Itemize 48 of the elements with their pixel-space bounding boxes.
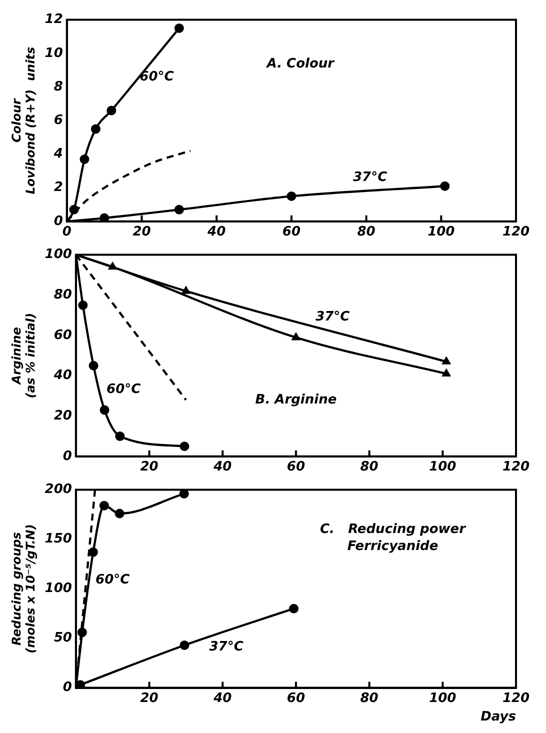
y-tick-label: 2: [54, 180, 63, 196]
y-tick-label: 20: [54, 408, 72, 424]
series-label: 37°C: [352, 170, 388, 186]
y-axis-title: Arginine (as % initial): [9, 312, 38, 398]
x-tick-label: 80: [357, 224, 376, 240]
y-tick-label: 12: [44, 12, 63, 28]
y-axis-title: Colour Lovibond (R+Y) units: [9, 46, 38, 194]
x-tick-label: 60: [286, 690, 306, 706]
y-tick-label: 200: [44, 482, 72, 498]
series-label: 60°C: [106, 382, 142, 398]
y-tick-label: 40: [52, 368, 72, 384]
x-tick-label: 40: [212, 460, 232, 475]
x-tick-label: 120: [502, 460, 530, 475]
series-label: 37°C: [316, 310, 350, 325]
x-tick-label: 60: [286, 460, 306, 475]
y-tick-label: 0: [62, 448, 72, 464]
y-tick-label: 100: [44, 247, 72, 262]
x-tick-label: 100: [429, 690, 456, 706]
x-tick-label: 100: [428, 224, 455, 240]
y-axis-title: Reducing groups (moles x 10⁻⁵/gT.N): [9, 524, 38, 654]
x-tick-label: 100: [429, 460, 456, 475]
y-tick-label: 10: [44, 46, 63, 61]
y-tick-label: 60: [54, 328, 72, 343]
y-tick-label: 6: [54, 112, 63, 128]
text: C. Reducing power Ferricyanide: [320, 522, 468, 554]
text: A. Colour: [266, 56, 336, 72]
y-tick-label: 4: [52, 146, 63, 162]
y-tick-label: 0: [54, 214, 63, 229]
y-tick-label: 50: [54, 630, 72, 646]
x-axis-title: Days: [480, 710, 516, 725]
y-tick-label: 150: [44, 532, 72, 547]
series-label: 37°C: [209, 640, 244, 655]
y-tick-label: 80: [54, 287, 72, 302]
x-tick-label: 40: [206, 224, 226, 240]
x-tick-label: 20: [140, 690, 158, 706]
x-tick-label: 60: [282, 224, 300, 240]
x-tick-label: 20: [132, 224, 151, 240]
x-tick-label: 40: [212, 690, 232, 706]
x-tick-label: 80: [360, 690, 378, 706]
series-label: 60°C: [96, 572, 130, 588]
text: B. Arginine: [255, 392, 337, 408]
x-tick-label: 20: [140, 460, 158, 475]
y-tick-label: 100: [44, 581, 72, 596]
x-tick-label: 80: [360, 460, 378, 475]
x-tick-label: 120: [502, 690, 530, 706]
y-tick-label: 8: [54, 79, 63, 94]
x-tick-label: 120: [502, 224, 530, 240]
y-tick-label: 0: [62, 680, 72, 696]
